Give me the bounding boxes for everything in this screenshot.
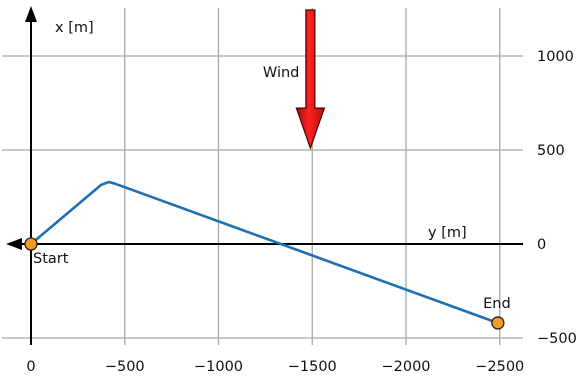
x-tick-label: −2000	[381, 359, 430, 375]
end-label: End	[483, 296, 511, 312]
y-tick-label: 500	[537, 143, 565, 159]
xlabel: y [m]	[428, 225, 467, 241]
series	[29, 180, 500, 325]
x-tick-label: −1000	[194, 359, 243, 375]
y-tick-label: 0	[537, 237, 546, 253]
start-label: Start	[33, 251, 69, 267]
horizontal-axis-arrow	[6, 238, 22, 250]
x-tick-label: −2500	[475, 359, 524, 375]
trajectory-line	[29, 180, 500, 325]
end-marker	[491, 316, 505, 330]
wind: Wind	[263, 9, 326, 150]
x-tick-label: −500	[105, 359, 145, 375]
start-marker	[24, 237, 38, 251]
wind-label: Wind	[263, 65, 299, 81]
y-tick-label: −500	[537, 331, 577, 347]
wind-arrow	[295, 9, 326, 150]
markers: Start End	[24, 237, 511, 330]
vertical-axis-arrow	[25, 6, 37, 22]
axis-labels: x [m] y [m]	[55, 20, 467, 241]
ylabel: x [m]	[55, 20, 94, 36]
x-tick-label: 0	[26, 359, 35, 375]
axes	[6, 6, 523, 345]
x-tick-label: −1500	[288, 359, 337, 375]
y-tick-label: 1000	[537, 49, 574, 65]
tick-labels: 0 −500 −1000 −1500 −2000 −2500 1000 500 0 −500	[26, 49, 576, 375]
grid	[2, 8, 523, 345]
